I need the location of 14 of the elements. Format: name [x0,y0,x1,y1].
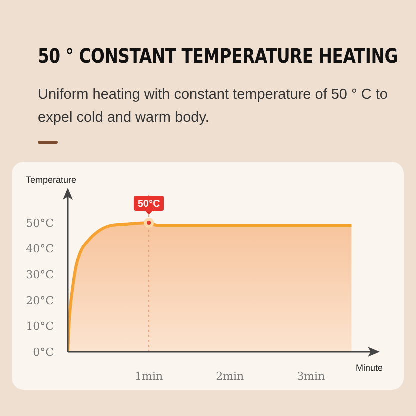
chart-title: 50 ° CONSTANT TEMPERATURE HEATING [38,44,398,68]
chart-subtitle: Uniform heating with constant temperature of 50 ° C to expel cold and warm body. [38,86,389,128]
annotation: 50°C [138,198,160,210]
y-axis-title: Temperature [26,175,77,185]
x-axis-title: Minute [356,363,384,373]
y-tick-label: 20°C [26,294,54,308]
y-tick-label: 30°C [26,268,54,282]
x-tick-label: 1min [135,370,164,383]
y-tick-label: 50°C [26,216,54,230]
x-tick-label: 3min [297,370,326,383]
y-tick-label: 0°C [33,346,54,359]
y-tick-label: 10°C [26,320,54,334]
x-tick-label: 2min [216,370,244,383]
y-tick-label: 40°C [26,242,54,256]
